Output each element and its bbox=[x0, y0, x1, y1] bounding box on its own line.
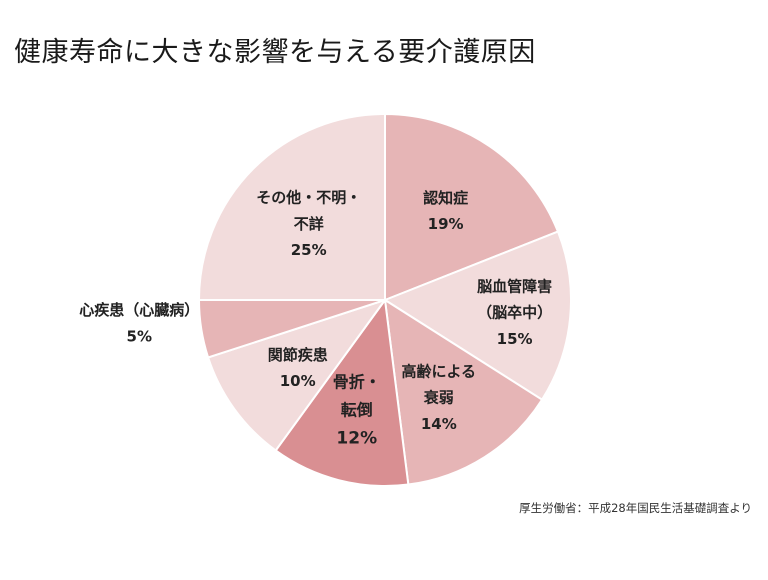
pie-label-0: 認知症 19% bbox=[423, 189, 468, 233]
slice-category-label: 高齢による bbox=[402, 362, 477, 380]
page-title: 健康寿命に大きな影響を与える要介護原因 bbox=[14, 37, 536, 68]
slice-category-label: 骨折・ bbox=[333, 372, 381, 391]
slice-category-label: 関節疾患 bbox=[268, 346, 328, 364]
pie-label-6: その他・不明・不詳 25% bbox=[256, 189, 361, 260]
pie-label-1: 脳血管障害 （脳卒中） 15% bbox=[477, 277, 552, 348]
slice-category-label: その他・不明・ bbox=[256, 189, 361, 207]
pie-slice-6 bbox=[197, 112, 386, 301]
slice-value-label: 5% bbox=[127, 327, 152, 345]
pie-slice-0 bbox=[384, 112, 560, 302]
pie-slice-1 bbox=[382, 230, 572, 402]
slice-category-label: 不詳 bbox=[294, 215, 324, 233]
slice-category-label: 心疾患（心臓病） bbox=[79, 301, 199, 319]
slice-value-label: 10% bbox=[280, 372, 316, 390]
pie-label-4: 関節疾患 10% bbox=[268, 346, 328, 390]
slice-category-label: 認知症 bbox=[423, 189, 468, 207]
pie-label-3: 骨折・転倒 12% bbox=[333, 372, 381, 448]
pie-slice-3 bbox=[274, 297, 410, 487]
source-note: 厚生労働省：平成28年国民生活基礎調査より bbox=[519, 501, 752, 515]
slice-category-label: 脳血管障害 bbox=[477, 277, 552, 295]
slice-value-label: 15% bbox=[497, 330, 533, 348]
pie-slice-4 bbox=[206, 298, 388, 452]
pie-slice-2 bbox=[383, 298, 544, 486]
slice-value-label: 19% bbox=[428, 215, 464, 233]
slice-category-label: 転倒 bbox=[341, 400, 373, 419]
slice-category-label: （脳卒中） bbox=[477, 304, 552, 322]
slice-value-label: 25% bbox=[291, 241, 327, 259]
slice-category-label: 衰弱 bbox=[423, 389, 454, 407]
pie-slices bbox=[197, 112, 572, 487]
slice-value-label: 12% bbox=[336, 428, 377, 448]
slice-value-label: 14% bbox=[421, 415, 457, 433]
pie-label-5: 心疾患（心臓病） 5% bbox=[79, 301, 199, 345]
